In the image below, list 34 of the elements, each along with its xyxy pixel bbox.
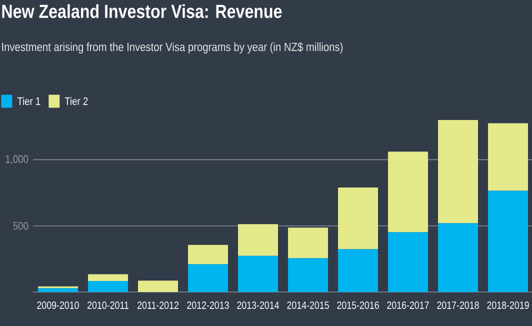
bar <box>438 223 478 292</box>
bar <box>388 232 428 292</box>
x-tick-label: 2016-2017 <box>387 302 429 309</box>
bar <box>88 274 128 282</box>
chart-title: New Zealand Investor Visa: Revenue <box>2 4 282 18</box>
bar <box>288 228 328 258</box>
x-tick-label: 2018-2019 <box>487 302 529 309</box>
x-tick-label: 2013-2014 <box>237 302 280 309</box>
bar <box>238 256 278 292</box>
y-tick-label: 1,000 <box>6 155 28 164</box>
bar <box>188 264 228 292</box>
x-tick-label: 2011-2012 <box>138 302 178 309</box>
bar <box>88 281 128 292</box>
bar <box>338 249 378 292</box>
bar <box>338 187 378 250</box>
x-tick-label: 2009-2010 <box>37 302 79 309</box>
bar <box>238 224 278 256</box>
x-tick-label: 2012-2013 <box>187 302 229 309</box>
x-tick-label: 2017-2018 <box>437 302 479 309</box>
bar <box>138 280 178 292</box>
x-tick-label: 2010-2011 <box>88 302 128 309</box>
bar <box>488 190 528 292</box>
chart-subtitle: Investment arising from the Investor Visa programs by year (in NZ$ millions) <box>2 42 343 54</box>
bar <box>488 123 528 191</box>
bar <box>438 120 478 224</box>
x-tick-label: 2015-2016 <box>337 302 379 309</box>
legend-label: Tier 2 <box>64 97 88 106</box>
y-tick-label: 500 <box>13 222 28 230</box>
bar <box>388 152 428 232</box>
bar <box>288 258 328 292</box>
x-tick-label: 2014-2015 <box>287 302 329 309</box>
bar <box>38 288 78 292</box>
legend-label: Tier 1 <box>17 97 40 106</box>
bar <box>188 244 228 264</box>
